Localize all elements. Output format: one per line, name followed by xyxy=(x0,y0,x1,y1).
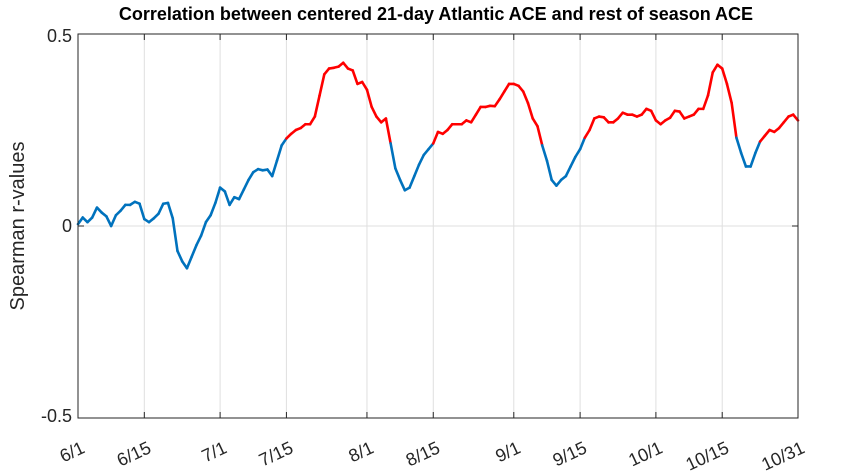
series-line-segment xyxy=(209,201,217,217)
series-line-segment xyxy=(138,202,146,221)
series-line-segment xyxy=(536,124,544,147)
series-line-segment xyxy=(730,101,738,139)
series-line-segment xyxy=(394,167,402,182)
y-tick-label: -0.5 xyxy=(41,406,72,426)
series-line-segment xyxy=(526,101,535,120)
series-line-segment xyxy=(574,147,582,159)
series-line-segment xyxy=(493,97,501,108)
series-line-segment xyxy=(280,137,288,147)
series-line-segment xyxy=(469,113,478,124)
series-line-segment xyxy=(503,82,511,93)
series-line-segment xyxy=(749,151,757,168)
x-tick-label: 8/1 xyxy=(345,437,376,466)
series-line-segment xyxy=(417,153,426,166)
series-line-segment xyxy=(370,105,378,118)
x-tick-label: 10/15 xyxy=(683,437,732,471)
series-line-segment xyxy=(701,94,710,111)
series-line-segment xyxy=(228,195,236,207)
series-line-segment xyxy=(318,73,326,97)
series-line-segment xyxy=(157,202,165,216)
series-line-segment xyxy=(578,136,587,151)
x-tick-label: 6/15 xyxy=(114,437,154,470)
y-tick-label: 0.5 xyxy=(47,26,72,46)
x-tick-label: 7/1 xyxy=(199,437,230,466)
x-tick-label: 7/15 xyxy=(256,437,296,470)
series-line-segment xyxy=(413,163,421,178)
series-line-segment xyxy=(398,178,407,192)
series-layer xyxy=(76,61,800,270)
series-line-segment xyxy=(237,188,246,201)
series-line-segment xyxy=(431,130,440,145)
series-line-segment xyxy=(791,113,800,122)
series-line-segment xyxy=(199,220,208,237)
series-line-segment xyxy=(223,190,231,207)
chart-title: Correlation between centered 21-day Atla… xyxy=(119,4,753,24)
series-line-segment xyxy=(360,80,369,91)
series-line-segment xyxy=(365,88,373,109)
series-line-segment xyxy=(270,159,279,178)
series-line-segment xyxy=(583,128,591,139)
series-line-segment xyxy=(195,234,203,247)
series-line-segment xyxy=(105,215,113,228)
series-line-segment xyxy=(531,117,539,128)
series-line-segment xyxy=(408,174,416,189)
series-line-segment xyxy=(735,136,743,155)
series-line-segment xyxy=(242,178,250,191)
series-line-segment xyxy=(588,117,596,132)
series-line-segment xyxy=(313,94,321,118)
series-line-segment xyxy=(275,144,283,163)
series-line-segment xyxy=(754,140,762,155)
series-line-segment xyxy=(214,186,222,205)
series-line-segment xyxy=(711,63,719,74)
x-tick-label: 6/1 xyxy=(57,437,88,466)
series-line-segment xyxy=(498,90,506,101)
series-line-segment xyxy=(706,71,715,97)
series-line-segment xyxy=(649,109,658,122)
series-line-segment xyxy=(545,159,553,182)
x-tick-label: 10/31 xyxy=(758,437,807,471)
y-tick-label: 0 xyxy=(62,216,72,236)
series-line-segment xyxy=(171,217,179,253)
series-line-segment xyxy=(176,249,184,263)
series-line-segment xyxy=(76,216,85,226)
series-line-segment xyxy=(190,243,198,259)
series-line-segment xyxy=(351,69,359,86)
series-line-segment xyxy=(725,82,733,105)
series-line-segment xyxy=(185,255,193,270)
series-line-segment xyxy=(109,213,118,228)
series-line-segment xyxy=(739,151,748,168)
x-tick-label: 9/1 xyxy=(492,437,523,466)
series-line-segment xyxy=(569,155,577,168)
series-line-segment xyxy=(564,165,572,178)
x-tick-label: 10/1 xyxy=(625,437,665,470)
series-line-segment xyxy=(247,170,255,182)
series-line-segment xyxy=(389,142,397,170)
series-line-segment xyxy=(90,206,99,219)
series-line-segment xyxy=(540,144,549,163)
y-axis: -0.5 0 0.5 xyxy=(41,26,798,426)
x-tick-label: 9/15 xyxy=(550,437,590,470)
series-line-segment xyxy=(474,105,482,116)
series-line-segment xyxy=(521,90,530,105)
series-line-segment xyxy=(668,109,677,120)
series-line-segment xyxy=(204,213,212,224)
x-tick-label: 8/15 xyxy=(403,437,443,470)
y-axis-label: Spearman r-values xyxy=(7,142,29,311)
series-line-segment xyxy=(678,110,686,120)
series-line-segment xyxy=(166,201,175,220)
series-line-segment xyxy=(308,115,317,126)
series-line-segment xyxy=(384,117,392,145)
series-line-segment xyxy=(720,67,729,86)
